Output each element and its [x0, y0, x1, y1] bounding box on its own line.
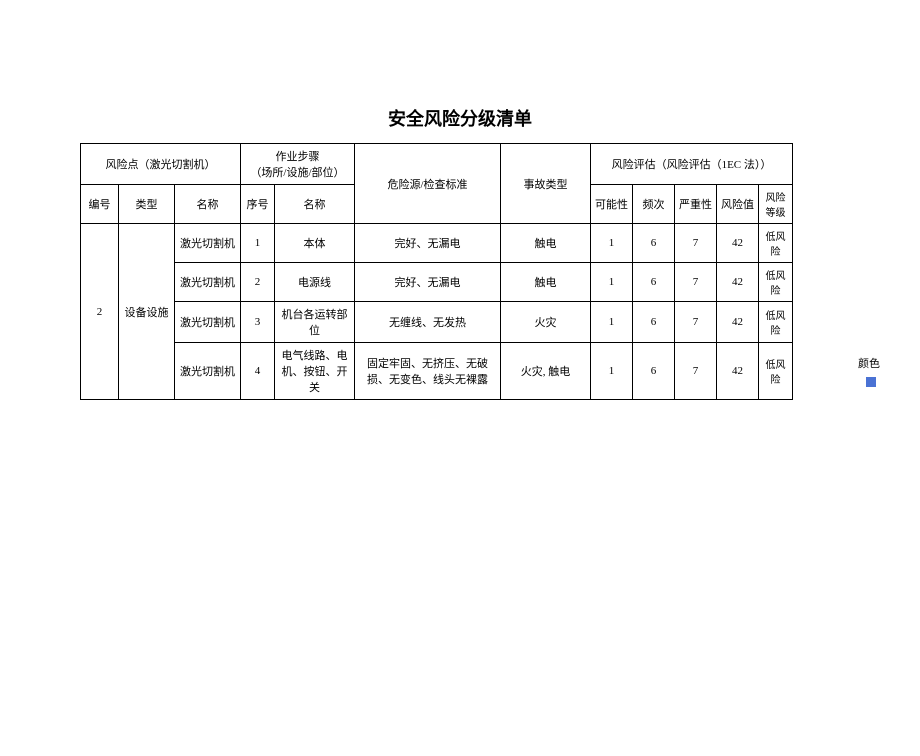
cell-accident: 火灾: [501, 302, 591, 343]
cell-step: 机台各运转部位: [275, 302, 355, 343]
cell-name: 激光切割机: [175, 343, 241, 400]
header-value: 风险值: [717, 185, 759, 224]
header-id: 编号: [81, 185, 119, 224]
header-work-step: 作业步骤 （场所/设施/部位）: [241, 144, 355, 185]
header-level: 风险等级: [759, 185, 793, 224]
risk-table: 风险点（激光切割机） 作业步骤 （场所/设施/部位） 危险源/检查标准 事故类型…: [80, 143, 793, 400]
cell-hazard: 完好、无漏电: [355, 224, 501, 263]
header-hazard: 危险源/检查标准: [355, 144, 501, 224]
cell-step: 电气线路、电机、按钮、开关: [275, 343, 355, 400]
header-risk-point: 风险点（激光切割机）: [81, 144, 241, 185]
cell-seq: 2: [241, 263, 275, 302]
page-title: 安全风险分级清单: [0, 105, 920, 131]
cell-seq: 3: [241, 302, 275, 343]
cell-level: 低风险: [759, 263, 793, 302]
cell-possibility: 1: [591, 224, 633, 263]
cell-freq: 6: [633, 224, 675, 263]
cell-possibility: 1: [591, 263, 633, 302]
cell-name: 激光切割机: [175, 263, 241, 302]
cell-step: 本体: [275, 224, 355, 263]
table-wrapper: 风险点（激光切割机） 作业步骤 （场所/设施/部位） 危险源/检查标准 事故类型…: [0, 143, 920, 400]
cell-possibility: 1: [591, 343, 633, 400]
cell-severity: 7: [675, 224, 717, 263]
header-possibility: 可能性: [591, 185, 633, 224]
table-row: 激光切割机 4 电气线路、电机、按钮、开关 固定牢固、无挤压、无破损、无变色、线…: [81, 343, 793, 400]
cell-possibility: 1: [591, 302, 633, 343]
cell-severity: 7: [675, 302, 717, 343]
header-type: 类型: [119, 185, 175, 224]
header-assessment: 风险评估（风险评估（1EC 法））: [591, 144, 793, 185]
color-label: 颜色: [858, 355, 880, 371]
cell-accident: 触电: [501, 263, 591, 302]
cell-level: 低风险: [759, 343, 793, 400]
cell-hazard: 固定牢固、无挤压、无破损、无变色、线头无裸露: [355, 343, 501, 400]
header-accident: 事故类型: [501, 144, 591, 224]
header-step-name: 名称: [275, 185, 355, 224]
table-row: 激光切割机 2 电源线 完好、无漏电 触电 1 6 7 42 低风险: [81, 263, 793, 302]
cell-value: 42: [717, 263, 759, 302]
header-freq: 频次: [633, 185, 675, 224]
header-severity: 严重性: [675, 185, 717, 224]
cell-name: 激光切割机: [175, 224, 241, 263]
header-work-step-line1: 作业步骤: [243, 148, 352, 164]
table-row: 2 设备设施 激光切割机 1 本体 完好、无漏电 触电 1 6 7 42 低风险: [81, 224, 793, 263]
color-swatch: [866, 377, 876, 387]
table-row: 激光切割机 3 机台各运转部位 无缠线、无发热 火灾 1 6 7 42 低风险: [81, 302, 793, 343]
cell-type: 设备设施: [119, 224, 175, 400]
header-name: 名称: [175, 185, 241, 224]
cell-id: 2: [81, 224, 119, 400]
cell-seq: 4: [241, 343, 275, 400]
cell-value: 42: [717, 224, 759, 263]
cell-name: 激光切割机: [175, 302, 241, 343]
cell-value: 42: [717, 343, 759, 400]
cell-level: 低风险: [759, 302, 793, 343]
cell-hazard: 无缠线、无发热: [355, 302, 501, 343]
cell-level: 低风险: [759, 224, 793, 263]
cell-freq: 6: [633, 302, 675, 343]
header-work-step-line2: （场所/设施/部位）: [243, 164, 352, 180]
cell-severity: 7: [675, 263, 717, 302]
cell-accident: 触电: [501, 224, 591, 263]
cell-accident: 火灾, 触电: [501, 343, 591, 400]
header-seq: 序号: [241, 185, 275, 224]
cell-step: 电源线: [275, 263, 355, 302]
cell-hazard: 完好、无漏电: [355, 263, 501, 302]
cell-freq: 6: [633, 263, 675, 302]
cell-freq: 6: [633, 343, 675, 400]
cell-severity: 7: [675, 343, 717, 400]
cell-value: 42: [717, 302, 759, 343]
cell-seq: 1: [241, 224, 275, 263]
